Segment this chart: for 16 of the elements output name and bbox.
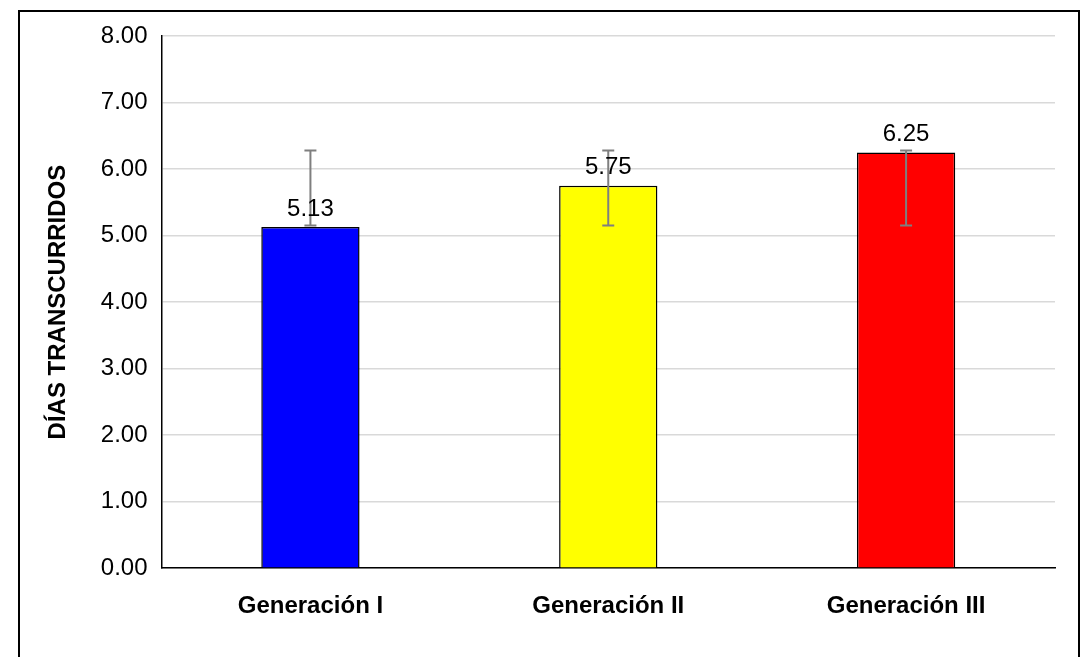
x-tick-label: Generación I: [237, 591, 384, 619]
y-tick-label: 1.00: [100, 486, 148, 514]
y-tick-label: 0.00: [100, 552, 148, 580]
y-tick-label: 3.00: [100, 353, 148, 381]
data-label: 5.75: [584, 152, 632, 180]
y-tick-label: 7.00: [100, 87, 148, 115]
y-tick-label: 5.00: [100, 220, 148, 248]
x-tick-label: Generación III: [826, 591, 986, 619]
y-tick-label: 2.00: [100, 419, 148, 447]
y-tick-label: 4.00: [100, 286, 148, 314]
data-label: 5.13: [287, 193, 334, 221]
y-tick-label: 8.00: [100, 20, 148, 48]
x-tick-label: Generación II: [532, 591, 685, 619]
data-label: 6.25: [882, 119, 930, 147]
y-tick-label: 6.00: [100, 153, 148, 181]
y-axis-title: DÍAS TRANSCURRIDOS: [43, 164, 71, 440]
